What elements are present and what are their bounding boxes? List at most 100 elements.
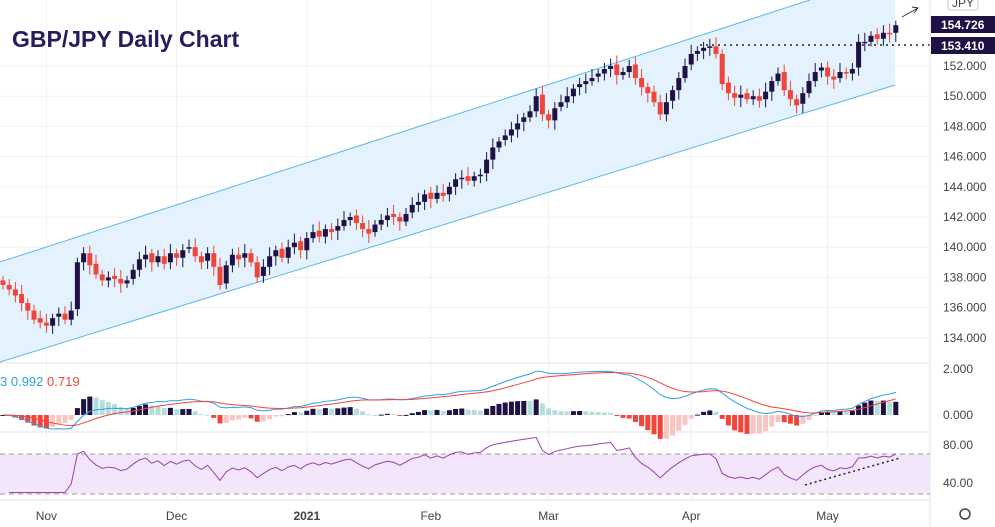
candle-body (397, 217, 403, 222)
candle-body (595, 73, 601, 77)
candle-body (254, 262, 260, 278)
macd-histogram-bar (558, 411, 564, 415)
candle-body (161, 256, 167, 264)
candle-body (378, 220, 384, 225)
candle-body (670, 90, 676, 101)
rsi-trend-line (804, 457, 901, 486)
macd-histogram-bar (682, 415, 688, 425)
settings-gear-icon[interactable] (959, 508, 971, 520)
macd-tick-label: 2.000 (943, 362, 973, 376)
macd-histogram-bar (260, 415, 266, 422)
macd-histogram-bar (384, 413, 390, 415)
macd-histogram-bar (874, 400, 880, 415)
candle-body (701, 47, 707, 51)
macd-histogram-bar (248, 415, 254, 419)
candle-body (831, 76, 837, 80)
candle-body (812, 72, 818, 82)
macd-histogram-bar (546, 408, 552, 415)
macd-histogram-bar (769, 415, 775, 427)
macd-histogram-bar (837, 411, 843, 415)
candle-body (508, 129, 514, 136)
candle-body (781, 72, 787, 91)
macd-histogram-bar (62, 415, 68, 423)
candle-body (546, 114, 552, 121)
macd-histogram-bar (508, 401, 514, 415)
candle-body (688, 53, 694, 65)
price-tick-label: 148.000 (943, 119, 987, 133)
macd-histogram-bar (806, 415, 812, 420)
macd-histogram-bar (112, 404, 118, 415)
candle-body (279, 248, 285, 258)
macd-histogram-bar (862, 402, 868, 415)
macd-histogram-bar (670, 415, 676, 436)
candle-body (453, 179, 459, 187)
candle-body (496, 141, 502, 148)
candle-body (620, 72, 626, 76)
candle-body (267, 256, 273, 267)
macd-histogram-bar (539, 403, 545, 415)
macd-prefix: 3 (0, 374, 8, 389)
candle-body (756, 96, 762, 101)
candle-body (260, 266, 266, 276)
macd-histogram-bar (87, 396, 93, 415)
candle-body (862, 41, 868, 44)
price-tick-label: 140.000 (943, 240, 987, 254)
macd-histogram-bar (68, 415, 74, 420)
macd-histogram-bar (378, 414, 384, 416)
macd-value: 0.992 (10, 374, 44, 389)
date-axis-label: Feb (420, 509, 441, 523)
macd-histogram-bar (360, 411, 366, 415)
candle-body (242, 253, 248, 258)
macd-histogram-bar (595, 412, 601, 415)
candle-body (583, 81, 589, 85)
macd-histogram-bar (366, 414, 372, 416)
candle-body (93, 263, 99, 275)
macd-histogram-bar (267, 415, 273, 420)
macd-histogram-bar (310, 408, 316, 415)
date-axis-label: Dec (166, 509, 187, 523)
candle-body (366, 229, 372, 234)
macd-histogram-bar (205, 414, 211, 416)
macd-histogram-bar (149, 405, 155, 415)
candle-body (0, 280, 6, 285)
macd-histogram-bar (291, 412, 297, 415)
candle-body (124, 280, 130, 284)
macd-histogram-bar (186, 409, 192, 415)
candle-body (136, 259, 142, 270)
macd-histogram-bar (93, 397, 99, 415)
macd-histogram-bar (273, 415, 279, 417)
candle-body (843, 72, 849, 74)
date-axis-label: Mar (538, 509, 559, 523)
candle-body (43, 322, 49, 326)
signal-line (2, 371, 896, 427)
macd-histogram-bar (403, 414, 409, 416)
candle-body (502, 135, 508, 140)
candle-body (657, 102, 663, 115)
macd-histogram-bar (25, 415, 31, 423)
macd-histogram-bar (843, 411, 849, 415)
macd-histogram-bar (136, 405, 142, 415)
signal-value: 0.719 (47, 374, 80, 389)
macd-histogram-bar (502, 402, 508, 415)
macd-legend: 3 0.992 0.719 (0, 374, 80, 389)
macd-histogram-bar (391, 413, 397, 415)
macd-histogram-bar (626, 415, 632, 419)
candle-body (6, 284, 12, 290)
candle-body (732, 93, 738, 98)
macd-histogram-bar (484, 408, 490, 415)
macd-histogram-bar (620, 415, 626, 418)
date-axis-label: 2021 (293, 509, 320, 523)
candle-body (794, 99, 800, 106)
macd-histogram-bar (99, 400, 105, 415)
macd-histogram-bar (707, 410, 713, 415)
price-tick-label: 152.000 (943, 59, 987, 73)
candle-body (434, 192, 440, 199)
macd-histogram-bar (341, 407, 347, 415)
candle-body (391, 213, 397, 217)
candle-body (217, 266, 223, 285)
currency-label: JPY (952, 0, 974, 10)
candle-body (552, 108, 558, 121)
candle-body (459, 177, 465, 180)
